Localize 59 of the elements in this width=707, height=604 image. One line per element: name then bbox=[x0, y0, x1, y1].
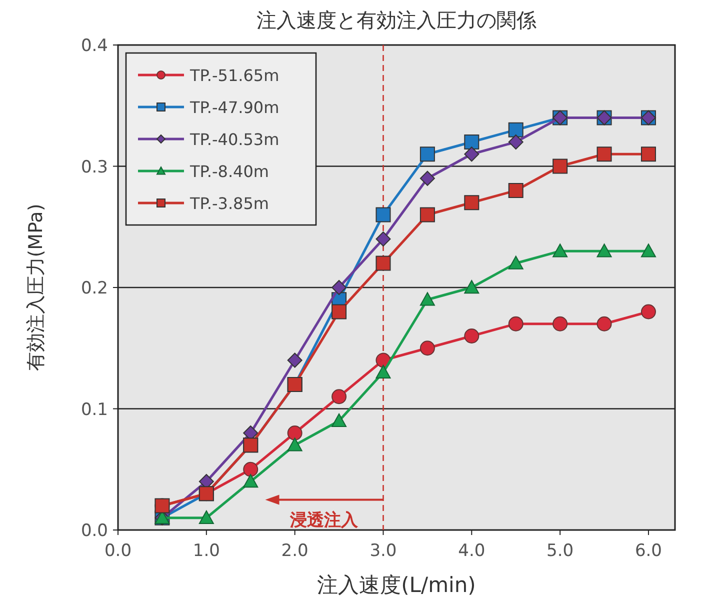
y-tick-label: 0.2 bbox=[80, 278, 108, 298]
legend-label: TP.-47.90m bbox=[189, 98, 280, 117]
x-tick-label: 5.0 bbox=[546, 541, 574, 561]
point bbox=[508, 183, 524, 198]
point bbox=[464, 195, 480, 210]
point bbox=[552, 244, 568, 258]
point bbox=[287, 352, 302, 368]
point bbox=[640, 244, 656, 258]
point bbox=[508, 134, 524, 150]
point bbox=[464, 280, 480, 294]
point bbox=[198, 510, 214, 524]
point bbox=[508, 316, 524, 332]
point bbox=[332, 304, 347, 320]
point bbox=[552, 316, 568, 332]
point bbox=[596, 146, 612, 162]
point bbox=[376, 256, 391, 271]
chart-title: 注入速度と有効注入圧力の関係 bbox=[256, 8, 536, 32]
point bbox=[243, 474, 258, 488]
point bbox=[332, 389, 347, 404]
x-tick-label: 1.0 bbox=[192, 541, 220, 561]
point bbox=[464, 134, 480, 150]
x-tick-label: 0.0 bbox=[104, 541, 132, 561]
x-tick-label: 4.0 bbox=[458, 541, 486, 561]
y-tick-label: 0.3 bbox=[80, 157, 108, 178]
y-tick-label: 0.4 bbox=[80, 36, 108, 56]
point bbox=[332, 413, 347, 427]
point bbox=[420, 170, 435, 186]
point bbox=[420, 207, 435, 222]
point bbox=[376, 207, 391, 222]
point bbox=[596, 244, 612, 258]
point bbox=[243, 462, 258, 477]
point bbox=[332, 280, 347, 295]
x-tick-label: 2.0 bbox=[281, 541, 308, 561]
point bbox=[508, 256, 524, 270]
ref-line-label: 浸透注入 bbox=[289, 510, 360, 531]
y-tick-label: 0.1 bbox=[80, 400, 108, 420]
point bbox=[420, 292, 435, 306]
y-tick-label: 0.0 bbox=[80, 521, 108, 541]
point bbox=[640, 146, 656, 162]
x-axis-title: 注入速度(L/min) bbox=[317, 573, 476, 597]
point bbox=[376, 364, 391, 378]
legend-label: TP.-40.53m bbox=[189, 130, 280, 149]
point bbox=[420, 340, 435, 356]
point bbox=[508, 122, 524, 138]
point bbox=[420, 146, 435, 162]
legend-label: TP.-3.85m bbox=[189, 194, 269, 213]
legend-label: TP.-51.65m bbox=[189, 66, 280, 85]
point bbox=[287, 426, 302, 440]
y-axis-title: 有効注入圧力(MPa) bbox=[25, 204, 47, 372]
legend-label: TP.-8.40m bbox=[189, 162, 269, 181]
point bbox=[287, 438, 302, 452]
point bbox=[376, 232, 391, 246]
point bbox=[640, 304, 656, 320]
point bbox=[596, 316, 612, 332]
point bbox=[464, 146, 480, 162]
point bbox=[464, 328, 480, 344]
point bbox=[552, 158, 568, 174]
x-tick-label: 3.0 bbox=[370, 541, 397, 561]
x-tick-label: 6.0 bbox=[634, 541, 662, 561]
